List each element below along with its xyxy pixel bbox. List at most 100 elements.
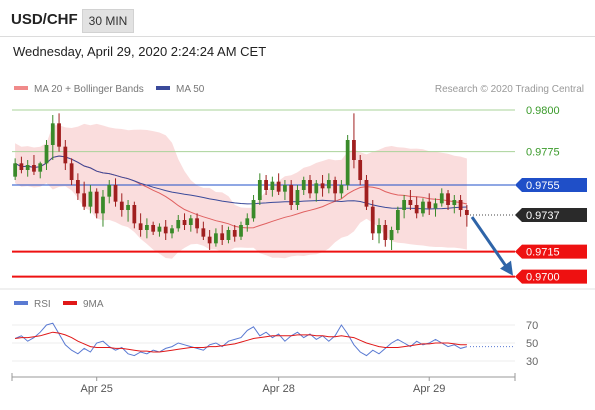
candle-body [352,140,356,160]
candle [170,225,174,239]
candle [352,113,356,169]
candle-body [38,163,43,172]
candle-body [126,205,130,210]
candle [88,185,93,214]
candle [220,225,225,245]
candle-body [402,200,407,210]
candle-body [13,163,18,177]
candle-body [113,185,118,202]
candle [301,176,306,195]
chart-header: USD/CHF 30 MIN [0,0,595,36]
price-levels [12,109,515,278]
timeframe-button[interactable]: 30 MIN [82,9,134,33]
candle [257,173,262,205]
candle-body [414,205,419,214]
support-level-tag [515,244,587,259]
candle [75,173,80,200]
legend-rsi-swatch [14,301,28,305]
candle [333,176,337,202]
candle [339,180,344,199]
candle [57,113,61,152]
resistance-level-label: 0.9755 [526,180,560,192]
candle [126,200,130,222]
candle [201,221,206,240]
last-price-tag [515,208,587,222]
candle [283,180,287,200]
candle-body [214,233,218,244]
candle-body [195,218,199,229]
candle [433,198,438,217]
candle [308,175,312,199]
candle-body [75,180,80,194]
candle [13,158,18,180]
candle [358,155,363,185]
candle-body [207,236,212,244]
candle [439,188,444,207]
candle [195,213,199,234]
candle [69,158,74,185]
candle-body [446,193,450,205]
rsi-tick-label: 70 [526,320,538,332]
candle-body [301,180,306,190]
candle-body [257,180,262,200]
legend-ma20-label: MA 20 + Bollinger Bands [34,84,144,95]
legend-9ma-swatch [63,301,77,305]
candle [157,223,162,237]
rsi-tick-label: 50 [526,338,538,350]
watermark: Research © 2020 Trading Central [435,84,584,95]
candle [113,178,118,207]
candle [82,181,87,210]
candle-body [176,220,181,229]
candle [226,226,231,244]
candle [176,215,181,232]
candle-body [339,185,344,194]
candle-body [201,228,206,237]
candle [151,221,156,235]
candle [44,140,49,170]
candle-body [245,218,250,225]
candle-body [427,201,432,209]
forecast-arrow [470,216,513,276]
rsi-line [14,322,468,357]
candle [32,155,36,175]
support-level-label: 0.9700 [526,272,560,284]
x-axis-tick-label: Apr 28 [262,383,294,395]
main-legend: MA 20 + Bollinger Bands MA 50 Research ©… [14,84,584,95]
candle-body [326,180,331,189]
candle [119,193,124,217]
candle-body [63,146,68,164]
candle [207,230,212,250]
candle-body [295,190,300,205]
timestamp: Wednesday, April 29, 2020 2:24:24 AM CET [13,44,267,59]
candle-body [239,225,243,237]
candle-body [25,165,30,170]
candle-body [226,230,231,240]
candle [38,161,43,179]
candle-body [188,218,193,225]
forecast-arrow-head [500,260,513,276]
last-price-label: 0.9737 [526,210,560,222]
candle-body [364,180,369,207]
candle [345,135,350,190]
candle [138,213,143,237]
candle-body [19,163,24,170]
candle [326,173,331,194]
forecast-arrow-shaft [470,216,509,269]
candle [427,193,432,215]
candle [395,206,400,234]
rsi-tick-label: 30 [526,356,538,368]
candle [182,213,187,230]
candle-body [69,163,74,180]
candle [408,190,413,210]
legend-rsi-label: RSI [34,299,51,310]
candle-body [283,185,287,192]
candle-body [32,165,36,172]
legend-ma50-label: MA 50 [176,84,205,95]
candle-body [408,200,413,205]
candle [101,190,105,227]
candle [251,195,256,222]
candle [94,188,99,219]
candle-body [232,230,237,237]
candle [295,185,300,210]
candle [145,218,149,239]
